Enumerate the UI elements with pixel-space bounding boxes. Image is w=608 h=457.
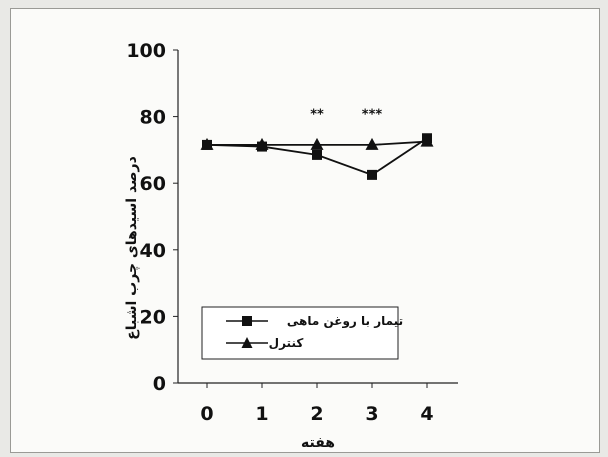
y-tick-label: 60 — [140, 173, 166, 195]
significance-mark: *** — [362, 108, 383, 123]
x-tick-label: 3 — [365, 403, 378, 425]
y-axis-title: درصد اسیدهای چرب اشباع — [124, 156, 140, 340]
significance-annotations: ** *** — [310, 108, 382, 123]
legend: تیمار با روغن ماهی کنترل — [201, 306, 403, 360]
legend-label-fish-oil: تیمار با روغن ماهی — [287, 314, 403, 329]
legend-label-control: کنترل — [269, 336, 304, 350]
y-tick-label: 40 — [140, 240, 166, 262]
data-point-triangle — [420, 134, 434, 147]
y-tick-label: 100 — [126, 40, 166, 62]
data-point-square — [367, 169, 377, 180]
x-ticks: 0 1 2 3 4 — [200, 383, 434, 425]
significance-mark: ** — [310, 108, 324, 123]
y-tick-label: 0 — [153, 373, 166, 395]
legend-box — [201, 306, 399, 360]
x-tick-label: 1 — [255, 403, 268, 425]
y-tick-label: 20 — [140, 306, 166, 328]
data-point-triangle — [365, 137, 379, 150]
data-point-triangle — [310, 137, 324, 150]
chart-frame — [10, 8, 600, 453]
data-point-square — [312, 149, 322, 160]
series-layer — [200, 133, 434, 180]
y-tick-label: 80 — [140, 107, 166, 129]
legend-marker-square — [242, 316, 252, 326]
x-axis-title: هفته — [301, 435, 335, 451]
axes — [177, 50, 458, 384]
x-tick-label: 2 — [310, 403, 323, 425]
x-tick-label: 0 — [200, 403, 213, 425]
data-point-triangle — [200, 137, 214, 150]
legend-marker-triangle — [241, 337, 253, 348]
y-ticks: 0 20 40 60 80 100 — [126, 40, 178, 395]
data-point-triangle — [255, 137, 269, 150]
x-tick-label: 4 — [420, 403, 433, 425]
